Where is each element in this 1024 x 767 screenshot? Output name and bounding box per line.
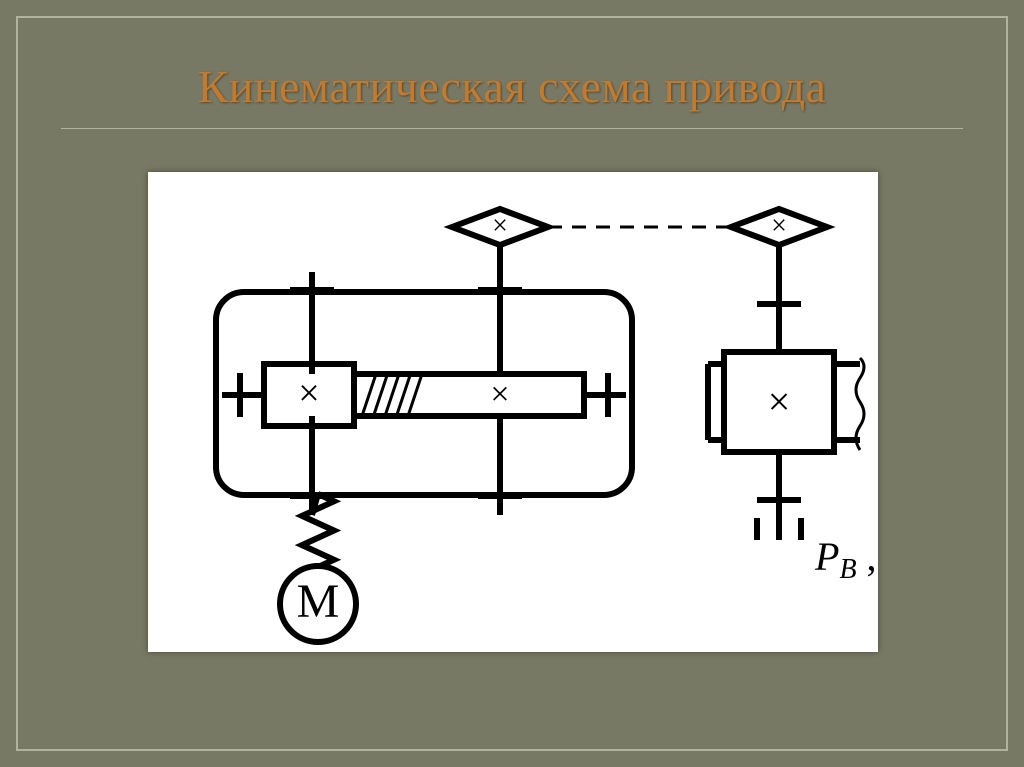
svg-text:М: М — [297, 575, 340, 628]
slide-title: Кинематическая схема привода — [0, 60, 1024, 113]
kinematic-diagram: × × М × × × PB , nB — [148, 172, 878, 652]
svg-text:×: × — [490, 376, 509, 413]
svg-text:PB , nB: PB , nB — [814, 534, 878, 585]
slide: Кинематическая схема привода × × М × × × PB , … — [0, 0, 1024, 767]
svg-text:×: × — [298, 373, 319, 415]
svg-text:×: × — [768, 379, 791, 424]
title-underline — [61, 128, 963, 129]
svg-text:×: × — [492, 210, 508, 241]
svg-text:×: × — [771, 210, 787, 241]
